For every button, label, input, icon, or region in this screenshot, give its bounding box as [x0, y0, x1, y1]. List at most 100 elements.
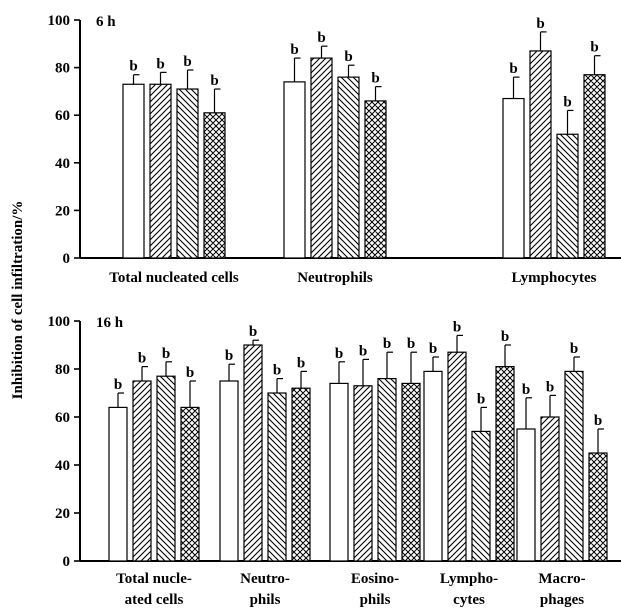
significance-label: b [501, 329, 509, 345]
bar [377, 378, 397, 562]
panel-title: 16 h [96, 315, 124, 331]
significance-label: b [114, 377, 122, 393]
y-tick-label: 40 [55, 156, 70, 172]
bar [423, 370, 443, 562]
bar [502, 97, 525, 259]
significance-label: b [273, 363, 281, 379]
category-label: Macro- [538, 571, 585, 587]
panel-1: 0 20 40 60 80 100 6 h b b b b Total nucleated cells… [48, 13, 621, 286]
category-label: phages [540, 592, 584, 608]
category-label: Neutrophils [297, 270, 373, 286]
bar [291, 387, 311, 562]
category-label: ated cells [125, 592, 184, 608]
significance-label: b [138, 351, 146, 367]
significance-label: b [359, 343, 367, 359]
bar [447, 351, 467, 562]
significance-label: b [477, 391, 485, 407]
significance-label: b [210, 73, 218, 89]
significance-label: b [546, 379, 554, 395]
significance-label: b [536, 16, 544, 32]
significance-label: b [186, 365, 194, 381]
significance-label: b [522, 382, 530, 398]
significance-label: b [594, 413, 602, 429]
significance-label: b [162, 346, 170, 362]
category-label: phils [360, 592, 391, 608]
y-tick-label: 100 [48, 13, 71, 29]
bar [401, 382, 421, 562]
category-label: Lymphocytes [511, 270, 596, 286]
bar [108, 406, 128, 562]
y-tick-label: 0 [63, 251, 71, 267]
significance-label: b [129, 59, 137, 75]
bar [337, 76, 360, 259]
significance-label: b [183, 54, 191, 70]
bar [353, 385, 373, 562]
significance-label: b [317, 30, 325, 46]
bar [540, 416, 560, 562]
bar [122, 83, 145, 259]
y-tick-label: 60 [55, 108, 70, 124]
significance-label: b [344, 49, 352, 65]
significance-label: b [509, 61, 517, 77]
bar [329, 382, 349, 562]
significance-label: b [371, 71, 379, 87]
significance-label: b [383, 336, 391, 352]
bar [310, 57, 333, 259]
bar [588, 452, 608, 562]
category-label: Neutro- [240, 571, 290, 587]
bar [180, 406, 200, 562]
significance-label: b [453, 319, 461, 335]
bar [364, 100, 387, 259]
significance-label: b [407, 336, 415, 352]
category-label: Total nucle- [116, 571, 192, 587]
bar [267, 392, 287, 562]
bar [156, 375, 176, 562]
bar [132, 380, 152, 562]
category-label: cytes [453, 592, 485, 608]
y-tick-label: 20 [55, 203, 70, 219]
bar [529, 50, 552, 259]
significance-label: b [297, 355, 305, 371]
panel-title: 6 h [96, 14, 116, 30]
category-label: Eosino- [351, 571, 399, 587]
bar [243, 344, 263, 562]
significance-label: b [225, 348, 233, 364]
bar [556, 133, 579, 259]
category-label: Lympho- [440, 571, 498, 587]
significance-label: b [570, 341, 578, 357]
significance-label: b [590, 40, 598, 56]
bar [283, 81, 306, 259]
y-tick-label: 0 [63, 554, 71, 570]
category-group: b b b b [283, 30, 387, 259]
bar [471, 430, 491, 562]
significance-label: b [156, 56, 164, 72]
bar [583, 74, 606, 259]
significance-label: b [335, 346, 343, 362]
bar [564, 370, 584, 562]
bar [516, 428, 536, 562]
category-group: b b b b [122, 54, 226, 259]
y-axis-label: Inhibition of cell infiltration/% [10, 201, 26, 400]
bar [176, 88, 199, 259]
significance-label: b [249, 324, 257, 340]
significance-label: b [290, 42, 298, 58]
y-tick-label: 80 [55, 61, 70, 77]
y-tick-label: 80 [55, 362, 70, 378]
significance-label: b [563, 94, 571, 110]
category-group: b b b b [502, 16, 606, 259]
y-tick-label: 40 [55, 458, 70, 474]
y-tick-label: 100 [48, 314, 71, 330]
bar [219, 380, 239, 562]
bar [149, 83, 172, 259]
bar [203, 112, 226, 259]
category-label: Total nucleated cells [109, 270, 239, 286]
y-tick-label: 20 [55, 506, 70, 522]
category-label: phils [250, 592, 281, 608]
